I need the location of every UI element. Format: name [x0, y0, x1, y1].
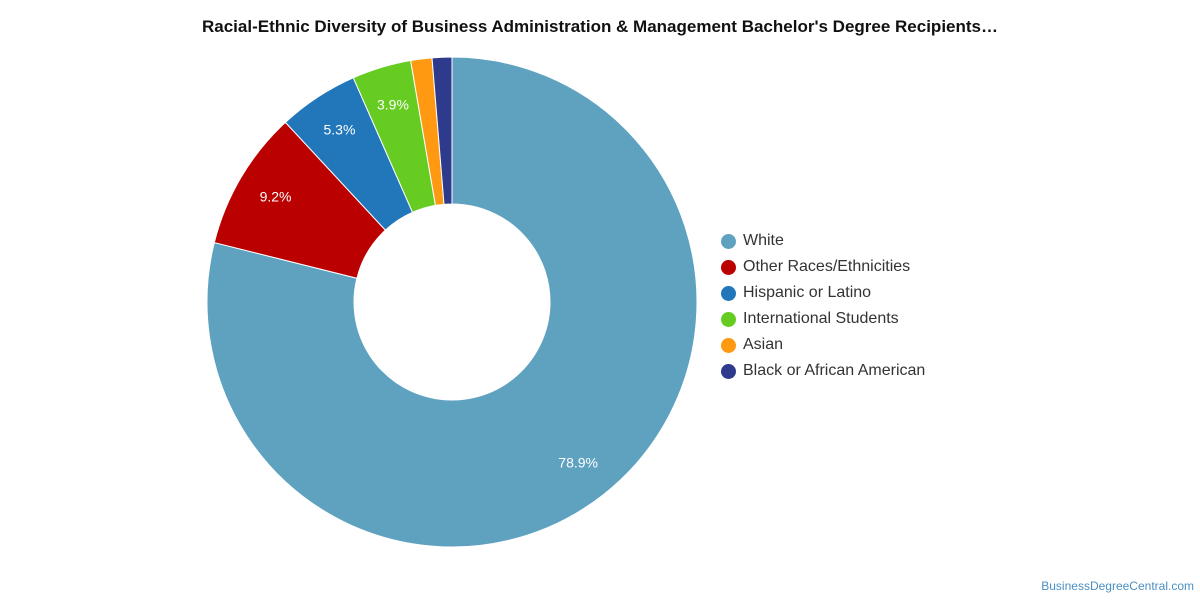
donut-slices — [206, 56, 698, 548]
legend-item-white[interactable]: White — [721, 228, 925, 254]
legend-swatch — [721, 363, 736, 379]
data-label-other-races-ethnicities: 9.2% — [260, 188, 292, 204]
legend-label: Asian — [743, 336, 784, 353]
donut-data-labels: 78.9% 9.2% 5.3% 3.9% — [260, 96, 598, 470]
chart-title: Racial-Ethnic Diversity of Business Admi… — [201, 17, 998, 36]
legend-label: Black or African American — [743, 362, 926, 379]
data-label-hispanic-or-latino: 5.3% — [323, 121, 355, 137]
legend-swatch — [721, 259, 736, 275]
data-label-international-students: 3.9% — [377, 96, 409, 112]
legend-label: Other Races/Ethnicities — [743, 258, 911, 275]
legend-item-black-or-african-american[interactable]: Black or African American — [721, 358, 925, 384]
slice-black-or-african-american[interactable] — [431, 56, 453, 205]
legend-swatch — [721, 337, 736, 353]
legend-label: Hispanic or Latino — [743, 284, 872, 301]
slice-white[interactable] — [206, 56, 698, 548]
legend-label: International Students — [743, 310, 899, 327]
data-label-white: 78.9% — [558, 454, 598, 470]
legend-swatch — [721, 285, 736, 301]
source-credit-link[interactable]: BusinessDegreeCentral.com — [1041, 579, 1194, 593]
legend-swatch — [721, 233, 736, 249]
legend-label: White — [743, 232, 784, 249]
legend-item-asian[interactable]: Asian — [721, 332, 925, 358]
legend-swatch — [721, 311, 736, 327]
legend: White Other Races/Ethnicities Hispanic or … — [721, 228, 925, 384]
legend-item-hispanic-or-latino[interactable]: Hispanic or Latino — [721, 280, 925, 306]
legend-item-other-races-ethnicities[interactable]: Other Races/Ethnicities — [721, 254, 925, 280]
legend-item-international-students[interactable]: International Students — [721, 306, 925, 332]
